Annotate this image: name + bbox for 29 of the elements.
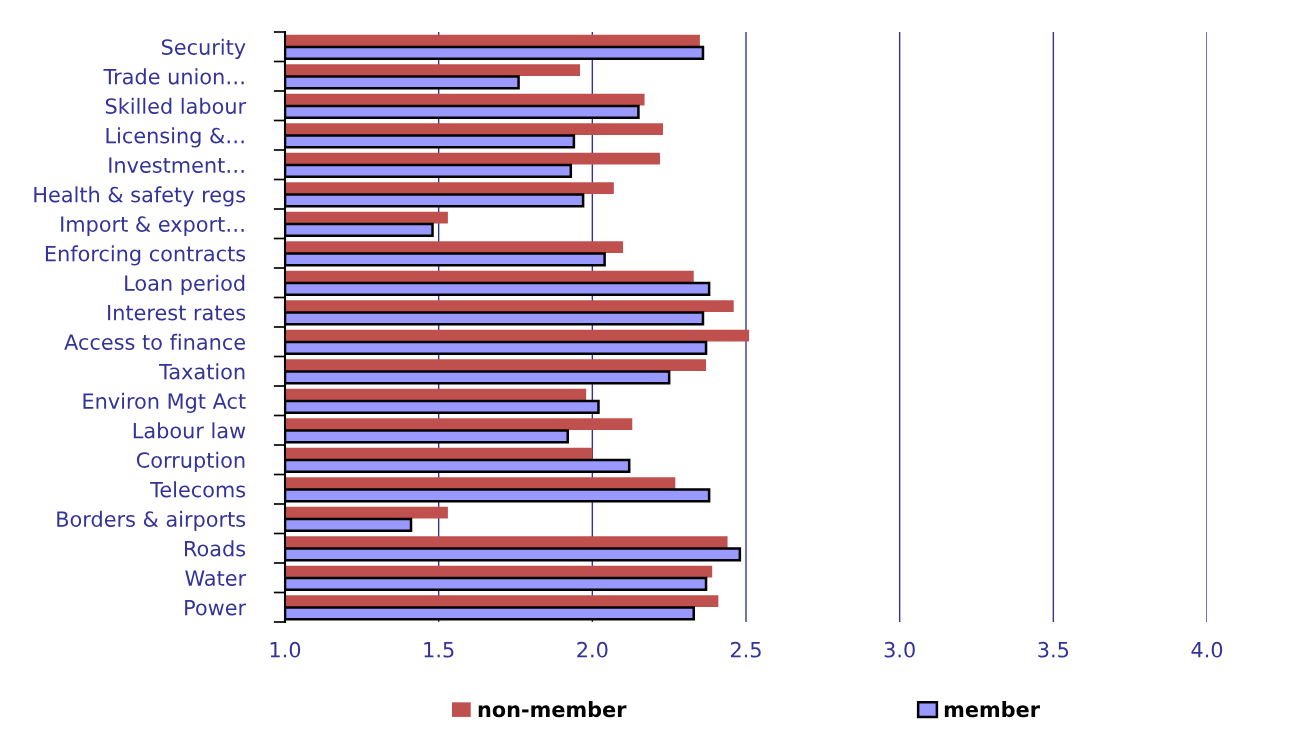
y-tick-label: Power: [185, 599, 247, 616]
y-tick-label: Investment…: [109, 157, 244, 173]
y-tick-label: Import & export…: [61, 216, 244, 236]
x-tick-label: 2.5: [730, 641, 761, 658]
y-tick-label: Loan period: [125, 274, 245, 295]
y-tick-label: Licensing &…: [106, 127, 244, 148]
y-tick-label: Security: [161, 38, 246, 59]
y-tick-label: Water: [185, 570, 247, 586]
y-tick-label: Corruption: [136, 451, 245, 472]
y-tick-label: Borders & airports: [57, 510, 246, 531]
y-tick-label: Interest rates: [108, 304, 246, 321]
y-tick-label: Roads: [185, 540, 246, 557]
legend-label: member: [944, 701, 1040, 718]
y-tick-label: Labour law: [133, 422, 246, 439]
x-tick-label: 2.0: [577, 641, 608, 658]
y-tick-label: Telecoms: [150, 481, 246, 498]
y-tick-label: Trade union…: [103, 68, 244, 85]
y-tick-label: Enforcing contracts: [45, 245, 246, 266]
x-tick-label: 3.0: [884, 641, 915, 658]
x-tick-label: 1.5: [424, 642, 454, 658]
legend-label: non-member: [478, 701, 627, 718]
y-tick-label: Environ Mgt Act: [83, 392, 246, 413]
y-tick-label: Health & safety regs: [34, 186, 246, 207]
y-tick-label: Taxation: [158, 363, 245, 380]
x-tick-label: 4.0: [1191, 641, 1223, 658]
y-tick-label: Skilled labour: [105, 97, 247, 114]
x-tick-label: 3.5: [1038, 641, 1069, 658]
x-tick-label: 1.0: [270, 641, 301, 658]
y-tick-label: Access to finance: [64, 333, 245, 350]
